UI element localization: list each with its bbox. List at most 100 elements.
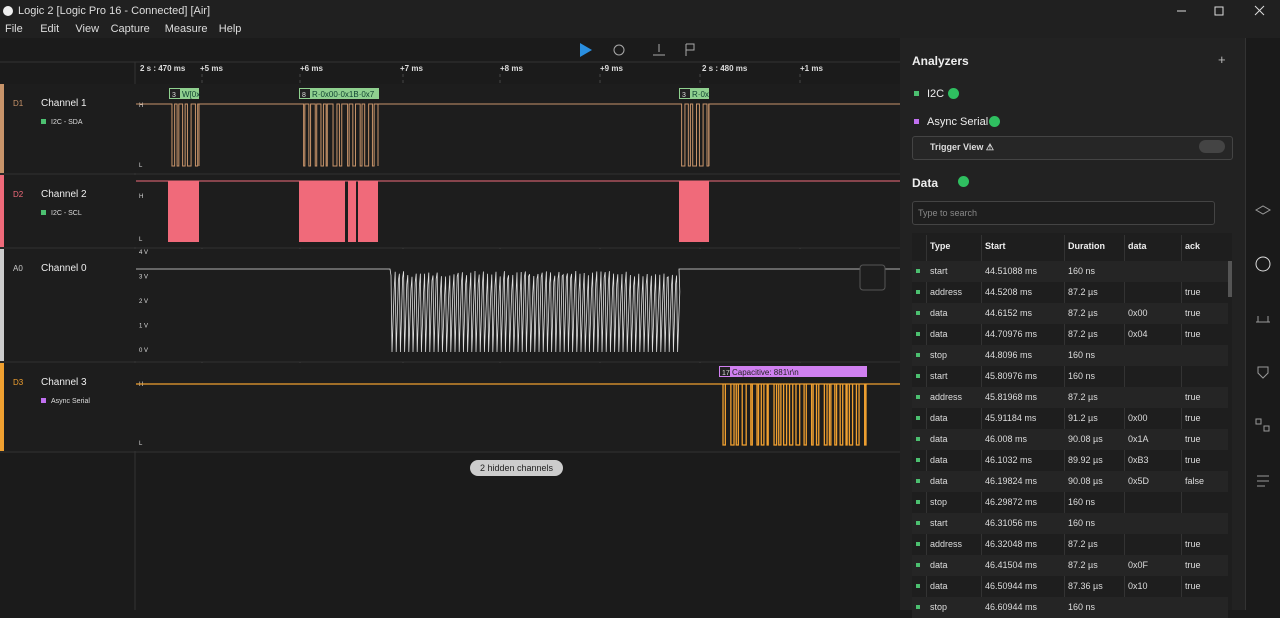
table-cell: 160 ns	[1068, 497, 1095, 507]
channel-color	[0, 363, 4, 451]
table-cell: 0x5D	[1128, 476, 1149, 486]
row-dot	[916, 500, 920, 504]
column-header[interactable]: data	[1128, 241, 1147, 251]
table-cell: address	[930, 392, 962, 402]
channel-analyzer: Async Serial	[51, 398, 90, 405]
channel-color	[0, 175, 4, 247]
table-cell: 46.50944 ms	[985, 581, 1037, 591]
row-dot	[916, 332, 920, 336]
table-cell: data	[930, 476, 948, 486]
hidden-channels: 2 hidden channels	[480, 463, 554, 473]
window-title: Logic 2 [Logic Pro 16 - Connected] [Air]	[18, 5, 210, 17]
table-cell: 160 ns	[1068, 266, 1095, 276]
table-cell: address	[930, 539, 962, 549]
table-cell: 87.2 µs	[1068, 539, 1098, 549]
column-divider	[926, 235, 927, 610]
table-cell: 160 ns	[1068, 518, 1095, 528]
channel-row	[0, 84, 900, 173]
menu-item[interactable]: Help	[219, 23, 242, 35]
table-cell: 160 ns	[1068, 602, 1095, 612]
table-cell: true	[1185, 539, 1201, 549]
row-dot	[916, 290, 920, 294]
table-cell: 87.2 µs	[1068, 287, 1098, 297]
row-dot	[916, 437, 920, 441]
voltage-label: 2 V	[139, 299, 148, 305]
icon-rail	[1245, 38, 1280, 610]
frame-text: W[0x	[182, 90, 200, 99]
table-cell: data	[930, 434, 948, 444]
menu-item[interactable]: Capture	[111, 23, 150, 35]
table-cell: 0x04	[1128, 329, 1148, 339]
table-cell: 0x0F	[1128, 560, 1148, 570]
row-dot	[916, 374, 920, 378]
table-cell: 44.6152 ms	[985, 308, 1032, 318]
high-label: H	[139, 382, 143, 388]
table-cell: start	[930, 266, 948, 276]
table-cell: true	[1185, 308, 1201, 318]
row-dot	[916, 416, 920, 420]
channel-name: Channel 1	[41, 98, 87, 109]
table-cell: 87.2 µs	[1068, 560, 1098, 570]
frame-text: R·0x	[692, 90, 709, 99]
channel-id: D1	[13, 99, 24, 108]
column-header[interactable]: ack	[1185, 241, 1200, 251]
scl-burst	[358, 181, 378, 242]
waveform-view: 2 s : 470 ms+5 ms+6 ms+7 ms+8 ms+9 ms2 s…	[0, 38, 900, 610]
analyzer-dot	[41, 119, 46, 124]
table-cell: data	[930, 455, 948, 465]
column-header[interactable]: Duration	[1068, 241, 1105, 251]
table-cell: start	[930, 518, 948, 528]
menu-item[interactable]: View	[75, 23, 99, 35]
time-label: +5 ms	[200, 64, 223, 73]
table-cell: true	[1185, 581, 1201, 591]
add-analyzer[interactable]: +	[1218, 52, 1226, 67]
column-divider	[1181, 235, 1182, 610]
analyzer-name[interactable]: Async Serial	[927, 116, 988, 128]
scl-burst	[299, 181, 345, 242]
table-cell: data	[930, 560, 948, 570]
table-cell: true	[1185, 287, 1201, 297]
frame-text: R·0x00·0x1B·0x7	[312, 90, 375, 99]
table-cell: 160 ns	[1068, 350, 1095, 360]
table-cell: 44.51088 ms	[985, 266, 1037, 276]
table-cell: 46.1032 ms	[985, 455, 1032, 465]
table-cell: true	[1185, 392, 1201, 402]
time-label: +7 ms	[400, 64, 423, 73]
table-cell: stop	[930, 350, 947, 360]
column-header[interactable]: Start	[985, 241, 1006, 251]
high-label: H	[139, 194, 143, 200]
table-cell: 90.08 µs	[1068, 434, 1103, 444]
channel-row	[0, 175, 900, 247]
table-cell: data	[930, 329, 948, 339]
table-cell: 0x1A	[1128, 434, 1149, 444]
table-cell: 87.2 µs	[1068, 308, 1098, 318]
menu-item[interactable]: File	[5, 23, 23, 35]
row-dot	[916, 563, 920, 567]
channel-name: Channel 3	[41, 377, 87, 388]
table-cell: data	[930, 308, 948, 318]
table-cell: 46.60944 ms	[985, 602, 1037, 612]
channel-name: Channel 2	[41, 189, 87, 200]
trigger-toggle[interactable]	[1199, 140, 1225, 153]
column-divider	[981, 235, 982, 610]
column-header[interactable]: Type	[930, 241, 950, 251]
menu-item[interactable]: Edit	[40, 23, 59, 35]
frame-badge-text: 3	[682, 92, 686, 99]
table-cell: 45.81968 ms	[985, 392, 1037, 402]
time-label: +6 ms	[300, 64, 323, 73]
channel-color	[0, 84, 4, 173]
table-cell: 45.91184 ms	[985, 413, 1036, 423]
row-dot	[916, 479, 920, 483]
trigger-view[interactable]: Trigger View ⚠	[930, 142, 994, 153]
table-cell: 44.5208 ms	[985, 287, 1032, 297]
scl-burst	[168, 181, 199, 242]
analyzer-name[interactable]: I2C	[927, 88, 944, 100]
row-dot	[916, 353, 920, 357]
table-cell: 87.36 µs	[1068, 581, 1103, 591]
table-cell: stop	[930, 602, 947, 612]
table-cell: 0x00	[1128, 413, 1148, 423]
table-cell: true	[1185, 329, 1201, 339]
menu-item[interactable]: Measure	[165, 23, 208, 35]
